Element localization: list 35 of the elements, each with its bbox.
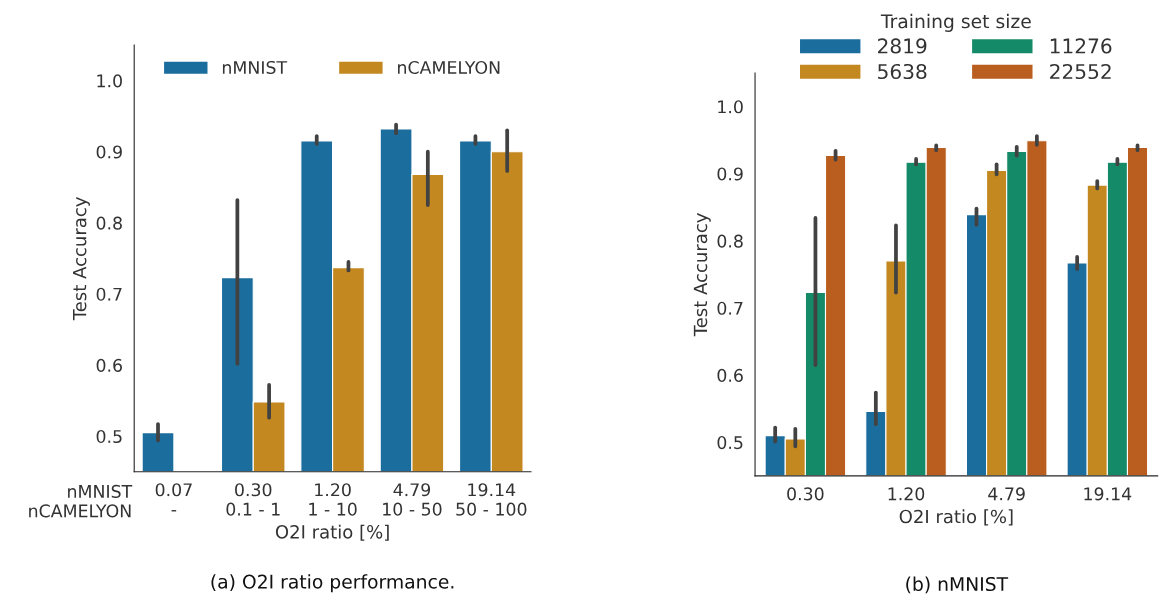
x-axis-title: O2I ratio [%] (899, 509, 1013, 526)
legend-label: nCAMELYON (398, 60, 500, 75)
x-tick-label: 0.07 - (155, 483, 192, 512)
x-tick-label: 0.30 0.1 - 1 (226, 483, 280, 516)
y-tick-label: 0.9 (96, 145, 122, 159)
legend-label: 11276 (1050, 38, 1112, 54)
y-tick-label: 0.6 (717, 368, 743, 382)
y-tick-label: 0.5 (717, 436, 743, 450)
legend-label: 2819 (878, 38, 927, 54)
x-tick-label: 1.20 (888, 487, 925, 501)
x-tick-label: 0.30 (787, 487, 824, 501)
y-tick-label: 0.8 (96, 216, 122, 230)
legend-title: Training set size (880, 13, 1031, 32)
y-tick-label: 1.0 (97, 74, 122, 88)
y-tick-label: 0.7 (717, 301, 743, 315)
legend-label: nMNIST (222, 60, 288, 75)
x-axis-title: O2I ratio [%] (275, 524, 389, 541)
y-tick-label: 0.7 (96, 287, 122, 301)
x-tick-label: 4.79 (988, 487, 1025, 501)
x-tick-label: 19.14 50 - 100 (456, 483, 527, 516)
text: nMNIST nCAMELYON (29, 484, 133, 518)
y-tick-label: 0.9 (717, 167, 743, 181)
y-tick-label: 0.5 (96, 429, 122, 444)
legend-label: 22552 (1050, 63, 1111, 80)
text: (b) nMNIST (906, 576, 1009, 594)
y-axis-title: Test Accuracy (73, 197, 90, 321)
x-tick-label: 19.14 (1084, 487, 1132, 501)
y-tick-label: 0.8 (717, 234, 743, 248)
text: (a) O2I ratio performance. (211, 574, 454, 593)
x-tick-label: 4.79 10 - 50 (383, 483, 442, 516)
x-tick-label: 1.20 1 - 10 (309, 483, 357, 516)
y-axis-title: Test Accuracy (693, 213, 711, 337)
y-tick-label: 1.0 (718, 100, 743, 114)
y-tick-label: 0.6 (96, 358, 122, 372)
legend-label: 5638 (878, 63, 927, 80)
